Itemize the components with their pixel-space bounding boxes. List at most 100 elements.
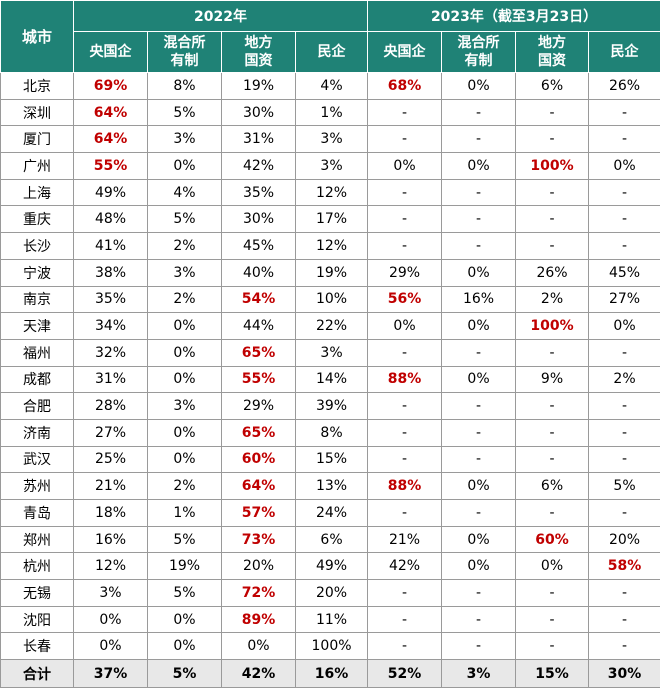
share-cell: 32% [73,338,148,367]
city-name: 重庆 [0,205,74,234]
share-cell: 0% [441,72,517,100]
share-cell: 35% [73,285,148,314]
city-name: 苏州 [0,472,74,500]
share-cell: 4% [147,178,222,207]
city-name: 长沙 [0,232,74,260]
share-cell: - [515,232,590,260]
table-row: 长春 0% 0% 0% 100% - - - - [0,632,660,661]
share-cell: 52% [367,659,443,689]
share-cell: - [515,632,590,661]
share-cell: 0% [147,152,222,180]
share-cell: - [441,125,517,154]
table-header: 城市 2022年 2023年（截至3月23日） 央国企 混合所 有制 地方 国资 民企 央国… [0,0,660,73]
year-2023-header: 2023年（截至3月23日） [367,0,660,32]
share-cell: - [588,632,660,661]
share-cell: - [441,338,517,367]
share-cell: 0% [73,632,148,661]
city-name: 武汉 [0,445,74,474]
share-cell: 73% [221,525,296,554]
share-cell: - [588,232,660,260]
share-cell: 5% [147,659,222,689]
share-cell: 42% [221,659,296,689]
share-cell: 0% [147,605,222,634]
share-cell: 5% [147,579,222,607]
share-cell: - [588,125,660,154]
share-cell: - [588,418,660,447]
table-row: 重庆 48% 5% 30% 17% - - - - [0,205,660,234]
share-cell: - [441,392,517,420]
share-cell: - [441,98,517,127]
share-cell: 41% [73,232,148,260]
share-cell: 2% [515,285,590,314]
city-name: 济南 [0,418,74,447]
share-cell: 21% [73,472,148,500]
owner-type-header: 民企 [588,31,660,73]
city-name: 天津 [0,312,74,340]
share-cell: 11% [294,605,369,634]
city-name: 成都 [0,365,74,394]
share-cell: - [367,205,443,234]
share-cell: 2% [147,285,222,314]
share-cell: 38% [73,258,148,287]
share-cell: - [588,98,660,127]
share-cell: 6% [515,72,590,100]
share-cell: 20% [221,552,296,581]
share-cell: - [367,632,443,661]
share-cell: - [367,232,443,260]
share-cell: - [441,632,517,661]
owner-type-header: 地方 国资 [515,31,590,73]
table-row: 上海 49% 4% 35% 12% - - - - [0,178,660,207]
share-cell: - [441,232,517,260]
table-row: 深圳 64% 5% 30% 1% - - - - [0,98,660,127]
city-name: 杭州 [0,552,74,581]
city-name: 福州 [0,338,74,367]
owner-type-header: 民企 [294,31,369,73]
share-cell: 30% [221,205,296,234]
owner-type-header: 地方 国资 [221,31,296,73]
table-row: 宁波 38% 3% 40% 19% 29% 0% 26% 45% [0,258,660,287]
share-cell: 3% [441,659,517,689]
share-cell: 0% [441,152,517,180]
share-cell: - [588,178,660,207]
share-cell: - [588,445,660,474]
share-cell: 89% [221,605,296,634]
share-cell: - [588,338,660,367]
table-row: 合肥 28% 3% 29% 39% - - - - [0,392,660,420]
share-cell: 31% [221,125,296,154]
share-cell: 0% [73,605,148,634]
share-cell: 6% [515,472,590,500]
share-cell: - [515,98,590,127]
share-cell: - [441,418,517,447]
share-cell: 0% [441,525,517,554]
share-cell: 65% [221,338,296,367]
city-name: 长春 [0,632,74,661]
share-cell: - [515,178,590,207]
share-cell: 55% [221,365,296,394]
share-cell: 5% [147,525,222,554]
share-cell: 100% [515,152,590,180]
owner-type-header: 混合所 有制 [441,31,517,73]
share-cell: 39% [294,392,369,420]
share-cell: 56% [367,285,443,314]
share-cell: 60% [221,445,296,474]
city-name: 广州 [0,152,74,180]
share-cell: 16% [73,525,148,554]
share-cell: 9% [515,365,590,394]
city-name: 厦门 [0,125,74,154]
share-cell: 49% [294,552,369,581]
share-cell: 0% [147,445,222,474]
total-label: 合计 [0,659,74,689]
share-cell: 0% [441,365,517,394]
share-cell: 5% [147,98,222,127]
share-cell: - [367,418,443,447]
share-cell: 12% [294,178,369,207]
share-cell: 29% [367,258,443,287]
share-cell: 88% [367,365,443,394]
share-cell: 68% [367,72,443,100]
share-cell: 31% [73,365,148,394]
share-cell: - [367,178,443,207]
share-cell: 0% [147,312,222,340]
share-cell: 69% [73,72,148,100]
share-cell: 35% [221,178,296,207]
